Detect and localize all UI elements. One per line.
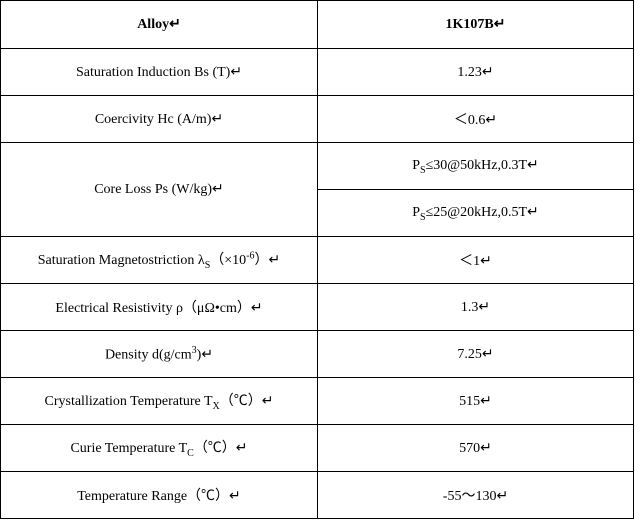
row: Density d(g/cm3)↵ 7.25↵ [0, 330, 634, 378]
property-cell: Temperature Range（℃）↵ [0, 471, 318, 519]
text: -55～130↵ [442, 489, 509, 504]
header-cell: 1K107B↵ [317, 0, 634, 49]
header-row: Alloy↵ 1K107B↵ [0, 0, 634, 49]
row: Saturation Magnetostriction λS（×10-6）↵ ＜1… [0, 236, 634, 284]
subscript: S [204, 259, 211, 271]
subscript: C [187, 447, 194, 459]
text: （×10 [210, 253, 247, 269]
row: PS≤25@20kHz,0.5T↵ [1, 189, 634, 237]
value-cell: 1.23↵ [317, 48, 634, 96]
superscript: -6 [246, 250, 255, 262]
text: Saturation Magnetostriction λ [37, 253, 205, 269]
superscript: 3 [191, 344, 197, 356]
text: ≤25@20kHz,0.5T↵ [425, 204, 539, 220]
text: ≤30@50kHz,0.3T↵ [425, 157, 539, 173]
text: P [412, 204, 421, 220]
text: （℃）↵ [219, 394, 274, 410]
property-cell: Electrical Resistivity ρ（μΩ•cm）↵ [0, 283, 318, 331]
text: 515↵ [459, 393, 492, 409]
row: Saturation Induction Bs (T)↵ 1.23↵ [0, 48, 634, 96]
row: Curie Temperature TC（℃）↵ 570↵ [0, 424, 634, 472]
text: （℃）↵ [193, 441, 248, 457]
subscript: S [420, 164, 426, 176]
row: Crystallization Temperature TX（℃）↵ 515↵ [0, 377, 634, 425]
property-cell: Saturation Induction Bs (T)↵ [0, 48, 318, 96]
text: 1.3↵ [460, 299, 491, 315]
text: )↵ [196, 347, 214, 363]
text: Electrical Resistivity ρ（μΩ•cm）↵ [55, 301, 263, 316]
row: Electrical Resistivity ρ（μΩ•cm）↵ 1.3↵ [0, 283, 634, 331]
text: Temperature Range（℃）↵ [77, 489, 241, 504]
property-cell: Coercivity Hc (A/m)↵ [0, 95, 318, 143]
text: Saturation Induction Bs (T)↵ [75, 64, 243, 80]
value-cell: -55～130↵ [317, 471, 634, 519]
text: Alloy↵ [137, 17, 181, 32]
value-cell: 1.3↵ [317, 283, 634, 331]
value-cell: PS≤30@50kHz,0.3T↵ [317, 142, 634, 190]
text: Curie Temperature T [70, 441, 188, 457]
text: 1K107B↵ [445, 17, 506, 32]
text: Core Loss Ps (W/kg)↵ [94, 182, 224, 197]
property-cell: Crystallization Temperature TX（℃）↵ [0, 377, 318, 425]
text: ）↵ [254, 253, 281, 269]
value-cell: ＜1↵ [317, 236, 634, 284]
row: Temperature Range（℃）↵ -55～130↵ [0, 471, 634, 519]
text: 1.23↵ [457, 64, 494, 80]
text: Density d(g/cm [104, 347, 192, 363]
text: 570↵ [459, 440, 492, 456]
value-cell: 570↵ [317, 424, 634, 472]
row: Coercivity Hc (A/m)↵ ＜0.6↵ [0, 95, 634, 143]
text: P [412, 157, 421, 173]
property-cell: Density d(g/cm3)↵ [0, 330, 318, 378]
value-cell: 7.25↵ [317, 330, 634, 378]
value-cell: PS≤25@20kHz,0.5T↵ [317, 189, 634, 237]
text: 7.25↵ [457, 346, 494, 362]
text: Coercivity Hc (A/m)↵ [94, 111, 224, 127]
text: Crystallization Temperature T [44, 394, 213, 410]
row: Core Loss Ps (W/kg)↵ PS≤30@50kHz,0.3T↵ [0, 142, 634, 237]
property-cell: Curie Temperature TC（℃）↵ [0, 424, 318, 472]
text: ＜0.6↵ [453, 113, 498, 128]
subscript: X [212, 400, 220, 412]
subscript: S [420, 211, 426, 223]
text: ＜1↵ [459, 254, 492, 269]
property-cell: Core Loss Ps (W/kg)↵ [0, 142, 318, 237]
value-cell: ＜0.6↵ [317, 95, 634, 143]
header-cell: Alloy↵ [0, 0, 318, 49]
property-cell: Saturation Magnetostriction λS（×10-6）↵ [0, 236, 318, 284]
value-cell: 515↵ [317, 377, 634, 425]
